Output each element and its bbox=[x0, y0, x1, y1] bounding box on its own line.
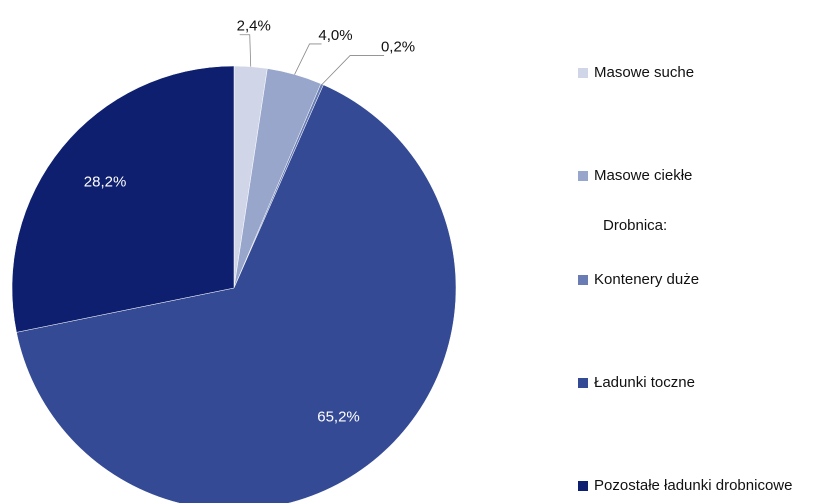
data-label: 65,2% bbox=[317, 409, 360, 426]
leader-line bbox=[321, 55, 385, 85]
legend-label: Ładunki toczne bbox=[594, 374, 695, 391]
legend-swatch bbox=[578, 275, 588, 285]
data-label: 2,4% bbox=[237, 18, 271, 35]
data-label: 4,0% bbox=[318, 27, 352, 44]
legend-heading: Drobnica: bbox=[603, 217, 667, 234]
legend-swatch bbox=[578, 68, 588, 78]
pie-slice bbox=[16, 84, 457, 503]
leader-line bbox=[294, 43, 322, 75]
data-label: 0,2% bbox=[381, 39, 415, 56]
legend-label: Masowe suche bbox=[594, 64, 694, 81]
legend-swatch bbox=[578, 481, 588, 491]
leader-line bbox=[239, 34, 252, 67]
legend-label: Kontenery duże bbox=[594, 271, 699, 288]
data-label: 28,2% bbox=[84, 174, 127, 191]
pie-slice bbox=[11, 65, 235, 333]
legend-swatch bbox=[578, 171, 588, 181]
legend-swatch bbox=[578, 378, 588, 388]
legend-label: Masowe ciekłe bbox=[594, 167, 692, 184]
legend-label: Pozostałe ładunki drobnicowe bbox=[594, 477, 792, 494]
